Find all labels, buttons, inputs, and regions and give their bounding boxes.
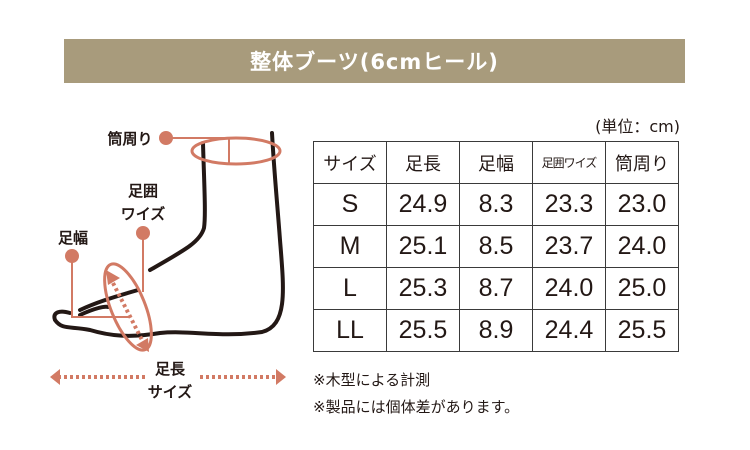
- shaft-ellipse: [190, 136, 282, 166]
- cell: 25.1: [386, 225, 460, 268]
- cell: 8.7: [459, 267, 533, 310]
- cell: 8.3: [459, 183, 533, 226]
- table-header-row: サイズ 足長 足幅 足囲ワイズ 筒周り: [313, 141, 679, 184]
- note-variance: ※製品には個体差があります。: [313, 398, 520, 416]
- header-foot-width: 足幅: [459, 141, 533, 184]
- cell: LL: [313, 309, 387, 352]
- table-row: L 25.3 8.7 24.0 25.0: [313, 267, 679, 310]
- label-foot-length-2: サイズ: [147, 383, 193, 401]
- table-row: M 25.1 8.5 23.7 24.0: [313, 225, 679, 268]
- toe-line: [78, 288, 140, 312]
- label-shaft-circumference: 筒周り: [107, 130, 153, 148]
- cell: 24.0: [532, 267, 606, 310]
- width-leader-line: [71, 255, 130, 318]
- header-shaft: 筒周り: [605, 141, 679, 184]
- shaft-leader-line: [172, 137, 230, 163]
- cell: 24.0: [605, 225, 679, 268]
- arrowhead-down: [136, 338, 149, 352]
- label-foot-girth-2: ワイズ: [120, 205, 166, 223]
- header-foot-girth: 足囲ワイズ: [532, 141, 606, 184]
- cell: M: [313, 225, 387, 268]
- cell: 23.3: [532, 183, 606, 226]
- boot-front-line: [148, 141, 207, 272]
- table-row: S 24.9 8.3 23.3 23.0: [313, 183, 679, 226]
- cell: 25.5: [386, 309, 460, 352]
- cell: 25.0: [605, 267, 679, 310]
- note-measurement: ※木型による計測: [313, 371, 431, 389]
- toe-line-2: [78, 304, 110, 317]
- arrowhead-right: [276, 369, 286, 385]
- cell: 25.5: [605, 309, 679, 352]
- girth-dot: [136, 226, 150, 240]
- cell: 8.9: [459, 309, 533, 352]
- cell: 24.9: [386, 183, 460, 226]
- boot-back-line: [52, 131, 285, 338]
- width-dot: [65, 249, 79, 263]
- width-dotted-arrow: [111, 282, 144, 341]
- shaft-dot: [159, 131, 173, 145]
- cell: 24.4: [532, 309, 606, 352]
- label-foot-width: 足幅: [57, 229, 89, 247]
- label-foot-length-1: 足長: [154, 360, 186, 378]
- arrowhead-up: [106, 270, 120, 285]
- label-foot-girth-1: 足囲: [127, 182, 159, 200]
- arrowhead-left: [50, 369, 60, 385]
- header-size: サイズ: [313, 141, 387, 184]
- cell: 23.7: [532, 225, 606, 268]
- cell: 8.5: [459, 225, 533, 268]
- cell: 25.3: [386, 267, 460, 310]
- unit-label: (単位：cm): [595, 117, 680, 136]
- table-row: LL 25.5 8.9 24.4 25.5: [313, 309, 679, 352]
- cell: S: [313, 183, 387, 226]
- cell: L: [313, 267, 387, 310]
- cell: 23.0: [605, 183, 679, 226]
- title-banner: 整体ブーツ(6cmヒール): [64, 39, 685, 83]
- header-foot-length: 足長: [386, 141, 460, 184]
- size-table: サイズ 足長 足幅 足囲ワイズ 筒周り S 24.9 8.3 23.3 23.0…: [313, 141, 679, 352]
